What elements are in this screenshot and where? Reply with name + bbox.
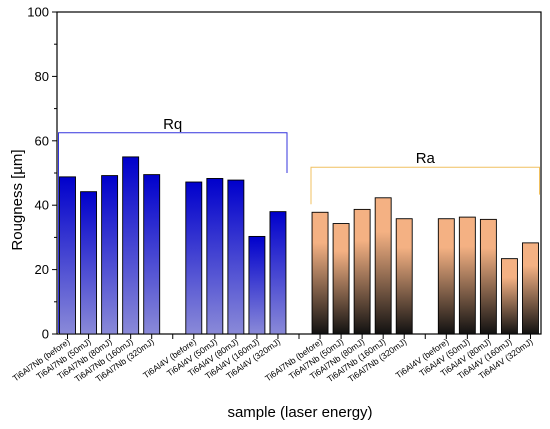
x-axis-title: sample (laser energy)	[227, 404, 372, 421]
bar-rq-6	[185, 181, 203, 335]
x-axis: Ti6Al7Nb (before)Ti6Al7Nb (50mJ)Ti6Al7Nb…	[11, 334, 535, 384]
bar-rq-7	[206, 178, 224, 335]
bracket-ra	[310, 166, 540, 205]
bar-ra-13	[332, 223, 350, 335]
bar-rq-3	[122, 156, 140, 335]
bar-ra-12	[311, 211, 329, 335]
y-tick-label-80: 80	[35, 69, 49, 84]
y-tick-label-60: 60	[35, 133, 49, 148]
bar-rq-10	[269, 211, 287, 335]
bar-ra-16	[395, 218, 413, 335]
group-brackets: Rq Ra	[58, 116, 540, 333]
y-tick-label-40: 40	[35, 198, 49, 213]
y-tick-label-0: 0	[42, 327, 49, 342]
y-tick-label-100: 100	[27, 5, 49, 20]
y-axis-title: Rougness [µm]	[9, 149, 26, 250]
bar-rq-1	[80, 191, 98, 335]
bar-ra-14	[353, 208, 371, 335]
bar-ra-18	[437, 218, 455, 335]
bracket-rq	[58, 132, 288, 333]
group-label-ra: Ra	[416, 150, 436, 167]
group-label-rq: Rq	[163, 116, 182, 133]
y-axis: 0 20 40 60 80 100	[27, 5, 57, 342]
bar-ra-21	[500, 258, 518, 335]
bar-rq-2	[101, 175, 119, 335]
bar-rq-0	[59, 176, 76, 335]
bars	[59, 156, 539, 335]
bar-ra-15	[374, 197, 392, 335]
bar-ra-22	[522, 242, 539, 335]
bar-rq-8	[227, 179, 245, 335]
bar-rq-9	[248, 235, 266, 335]
y-tick-label-20: 20	[35, 262, 49, 277]
bar-ra-19	[458, 216, 476, 335]
bar-ra-20	[479, 218, 497, 335]
bar-rq-4	[143, 174, 161, 335]
